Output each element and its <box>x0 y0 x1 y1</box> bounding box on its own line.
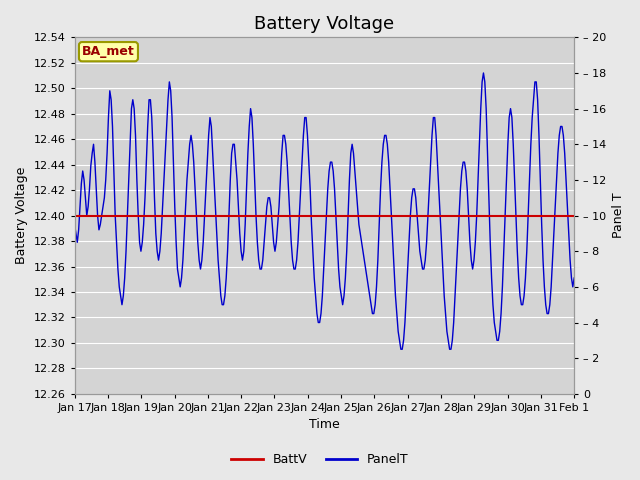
Y-axis label: Panel T: Panel T <box>612 193 625 239</box>
Title: Battery Voltage: Battery Voltage <box>254 15 394 33</box>
X-axis label: Time: Time <box>309 419 340 432</box>
Y-axis label: Battery Voltage: Battery Voltage <box>15 167 28 264</box>
Text: BA_met: BA_met <box>82 45 135 58</box>
Legend: BattV, PanelT: BattV, PanelT <box>227 448 413 471</box>
